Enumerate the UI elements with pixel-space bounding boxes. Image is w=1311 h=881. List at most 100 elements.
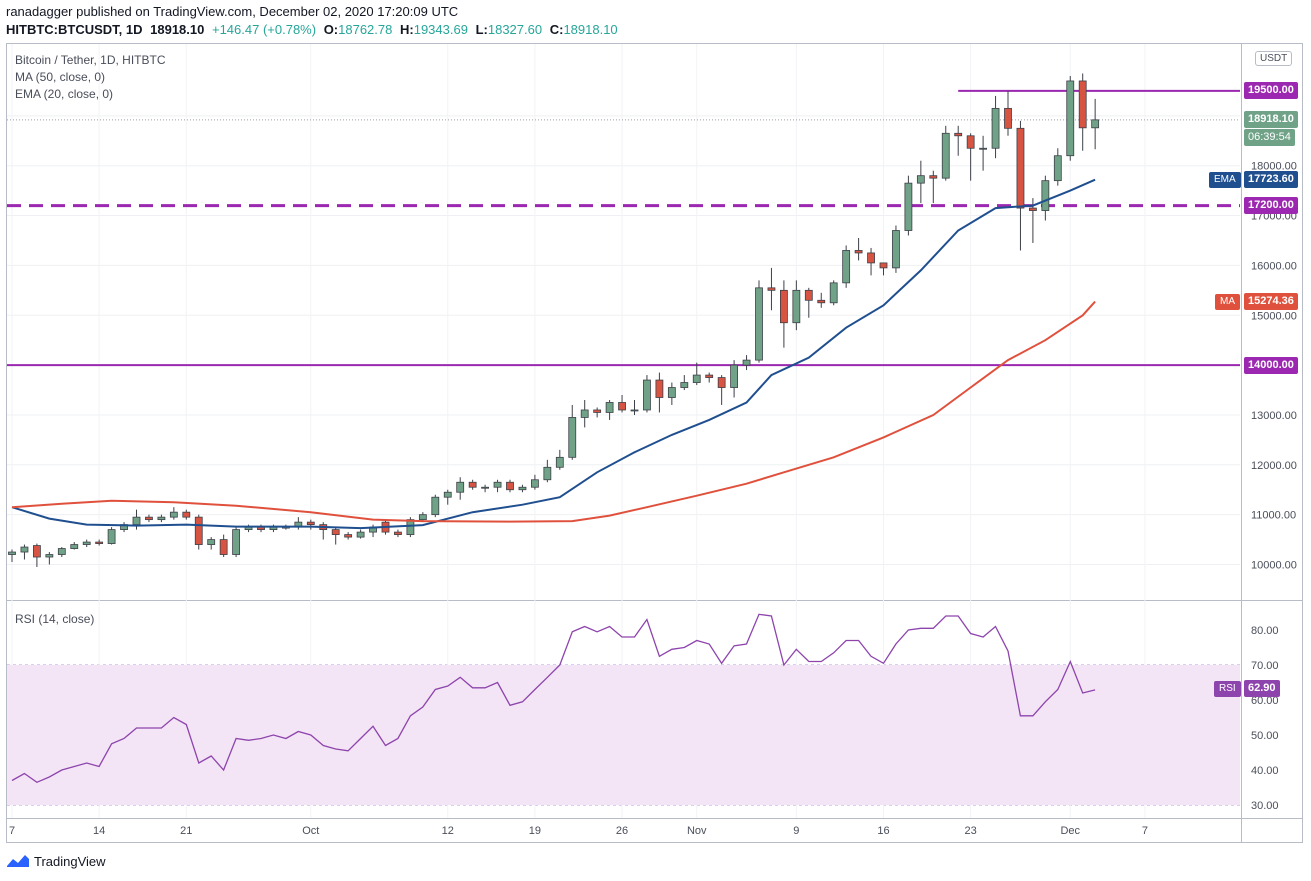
candle bbox=[1041, 175, 1050, 221]
candle-body bbox=[618, 402, 626, 411]
candle-body bbox=[57, 548, 66, 555]
time-tick-label: 7 bbox=[1142, 825, 1148, 837]
ohlc-open-label: O: bbox=[323, 22, 339, 37]
candle-body bbox=[804, 289, 813, 301]
candle-body bbox=[854, 250, 863, 254]
candle bbox=[829, 280, 838, 306]
candle bbox=[232, 527, 241, 558]
tradingview-logo[interactable]: TradingView bbox=[6, 853, 106, 869]
rsi-overbought-oversold-band bbox=[7, 665, 1240, 805]
candle-body bbox=[306, 521, 315, 526]
ohlc-close-label: C: bbox=[549, 22, 564, 37]
candle-body bbox=[468, 481, 477, 488]
horizontal-levels bbox=[7, 89, 1240, 367]
ohlc-low: 18327.60 bbox=[487, 22, 543, 37]
candle bbox=[593, 407, 602, 418]
rsi-tick-label: 70.00 bbox=[1251, 660, 1279, 672]
candle-body bbox=[1091, 119, 1100, 129]
candle-body bbox=[169, 511, 178, 518]
price-tick-label: 16000.00 bbox=[1251, 260, 1297, 272]
candle-body bbox=[580, 409, 589, 418]
time-tick-label: 21 bbox=[180, 825, 192, 837]
candle bbox=[966, 133, 975, 181]
candle-body bbox=[792, 289, 801, 324]
candle-body bbox=[717, 377, 726, 388]
candle-body bbox=[692, 374, 701, 383]
candle bbox=[904, 175, 913, 236]
candle bbox=[294, 517, 303, 530]
candle-body bbox=[70, 544, 79, 549]
candle bbox=[306, 519, 315, 530]
ema-line bbox=[11, 178, 1096, 530]
level-14000-label: 14000.00 bbox=[1244, 357, 1298, 374]
candle bbox=[854, 237, 863, 261]
countdown-label: 06:39:54 bbox=[1244, 129, 1295, 146]
candle bbox=[979, 135, 987, 171]
rsi-tag: RSI bbox=[1214, 681, 1241, 697]
price-tick-label: 15000.00 bbox=[1251, 310, 1297, 322]
candle-body bbox=[555, 456, 564, 468]
candle bbox=[82, 539, 91, 548]
rsi-tick-label: 30.00 bbox=[1251, 800, 1279, 812]
candle-body bbox=[95, 541, 104, 544]
candle bbox=[605, 399, 614, 420]
candle bbox=[879, 262, 888, 276]
candle-body bbox=[107, 529, 116, 544]
time-axis-ticks: 7 14 21 Oct 12 19 26 Nov 9 16 23 Dec 7 bbox=[9, 825, 1148, 837]
brand-label: TradingView bbox=[34, 853, 106, 869]
candle bbox=[70, 542, 79, 550]
level-17200-label: 17200.00 bbox=[1244, 197, 1298, 214]
candle bbox=[506, 479, 514, 493]
candle bbox=[120, 522, 128, 533]
candle-body bbox=[842, 250, 851, 284]
candle-body bbox=[916, 175, 925, 184]
candle-body bbox=[543, 466, 552, 481]
rsi-value-label: 62.90 bbox=[1244, 680, 1280, 697]
candle-body bbox=[605, 402, 614, 413]
ma-value-label: 15274.36 bbox=[1244, 293, 1298, 310]
candle bbox=[780, 280, 788, 348]
ohlc-close: 18918.10 bbox=[563, 22, 618, 37]
candle bbox=[742, 355, 751, 371]
candle-body bbox=[45, 554, 54, 558]
ohlc-open: 18762.78 bbox=[338, 22, 393, 37]
candle bbox=[8, 549, 16, 563]
candle bbox=[643, 375, 651, 413]
candle bbox=[543, 459, 552, 483]
candle bbox=[555, 449, 564, 470]
currency-button[interactable]: USDT bbox=[1255, 51, 1293, 66]
candle-body bbox=[817, 299, 826, 304]
ma-line bbox=[11, 300, 1096, 523]
candle bbox=[1091, 98, 1100, 150]
candle-body bbox=[182, 511, 191, 518]
candle bbox=[655, 372, 664, 413]
candle-body bbox=[506, 481, 514, 491]
candle bbox=[755, 280, 763, 363]
candle-body bbox=[1041, 180, 1050, 211]
candle bbox=[929, 170, 938, 204]
candle-body bbox=[667, 387, 676, 398]
indicator-lines bbox=[11, 178, 1096, 784]
time-tick-label: 26 bbox=[616, 825, 628, 837]
candle bbox=[817, 292, 826, 308]
candle-body bbox=[929, 175, 938, 179]
price-tick-label: 13000.00 bbox=[1251, 410, 1297, 422]
rsi-tick-label: 60.00 bbox=[1251, 695, 1279, 707]
candle bbox=[892, 225, 900, 273]
candle-body bbox=[755, 287, 763, 361]
candle bbox=[680, 375, 689, 391]
candle-body bbox=[344, 534, 353, 538]
candle-body bbox=[829, 282, 838, 304]
candle-body bbox=[904, 182, 913, 231]
candle-body bbox=[418, 514, 427, 521]
candle bbox=[219, 534, 228, 558]
price-change: +146.47 (+0.78%) bbox=[211, 22, 317, 37]
candle-body bbox=[456, 481, 465, 493]
price-tick-label: 10000.00 bbox=[1251, 560, 1297, 572]
candle bbox=[518, 484, 527, 493]
legend-title: Bitcoin / Tether, 1D, HITBTC bbox=[15, 53, 166, 67]
candle-body bbox=[157, 516, 166, 521]
candle-body bbox=[207, 539, 216, 545]
price-tick-label: 18000.00 bbox=[1251, 161, 1297, 173]
